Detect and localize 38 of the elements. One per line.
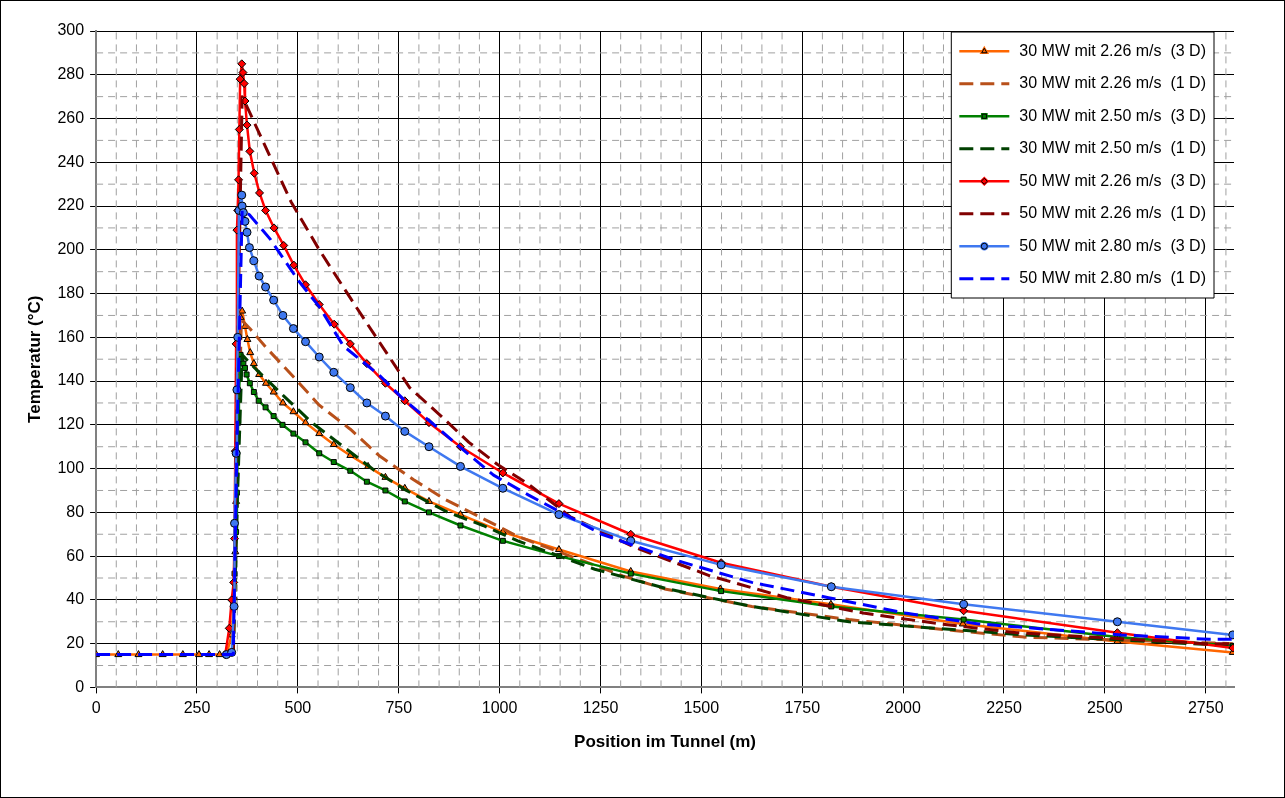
- y-tick-label: 120: [57, 415, 85, 433]
- y-tick-label: 140: [57, 371, 85, 389]
- x-tick-label: 1750: [784, 699, 821, 717]
- y-tick-label: 180: [57, 283, 85, 301]
- y-tick-label: 80: [66, 502, 85, 520]
- legend-label: 30 MW mit 2.50 m/s (1 D): [1019, 139, 1207, 157]
- x-tick-label: 1500: [683, 699, 720, 717]
- x-tick-label: 2000: [885, 699, 922, 717]
- legend-label: 50 MW mit 2.26 m/s (3 D): [1019, 171, 1207, 189]
- y-tick-label: 280: [57, 65, 85, 83]
- legend-label: 30 MW mit 2.26 m/s (3 D): [1019, 41, 1207, 59]
- x-tick-label: 0: [91, 699, 101, 717]
- y-tick-label: 240: [57, 152, 85, 170]
- x-tick-label: 500: [284, 699, 312, 717]
- y-tick-label: 160: [57, 327, 85, 345]
- legend-label: 50 MW mit 2.80 m/s (3 D): [1019, 236, 1207, 254]
- y-tick-label: 300: [57, 21, 85, 39]
- x-tick-label: 2250: [986, 699, 1022, 717]
- y-axis-title: Temperatur (°C): [24, 295, 44, 423]
- legend-label: 50 MW mit 2.80 m/s (1 D): [1019, 269, 1207, 287]
- x-tick-label: 1250: [582, 699, 619, 717]
- x-tick-label: 2500: [1087, 699, 1123, 717]
- y-tick-label: 100: [57, 459, 85, 477]
- y-tick-label: 40: [66, 590, 85, 608]
- x-tick-label: 250: [183, 699, 211, 717]
- y-tick-label: 60: [66, 546, 85, 564]
- x-axis-title: Position im Tunnel (m): [574, 732, 757, 752]
- legend-label: 30 MW mit 2.50 m/s (3 D): [1019, 106, 1207, 124]
- legend-label: 30 MW mit 2.26 m/s (1 D): [1019, 74, 1207, 92]
- y-tick-label: 0: [75, 677, 85, 695]
- x-tick-label: 1000: [481, 699, 518, 717]
- y-tick-label: 20: [66, 634, 85, 652]
- x-tick-label: 2750: [1187, 699, 1224, 717]
- x-tick-label: 750: [385, 699, 413, 717]
- y-tick-label: 200: [57, 240, 85, 258]
- y-tick-label: 220: [57, 196, 85, 214]
- y-tick-label: 260: [57, 108, 85, 126]
- legend-label: 50 MW mit 2.26 m/s (1 D): [1019, 204, 1207, 222]
